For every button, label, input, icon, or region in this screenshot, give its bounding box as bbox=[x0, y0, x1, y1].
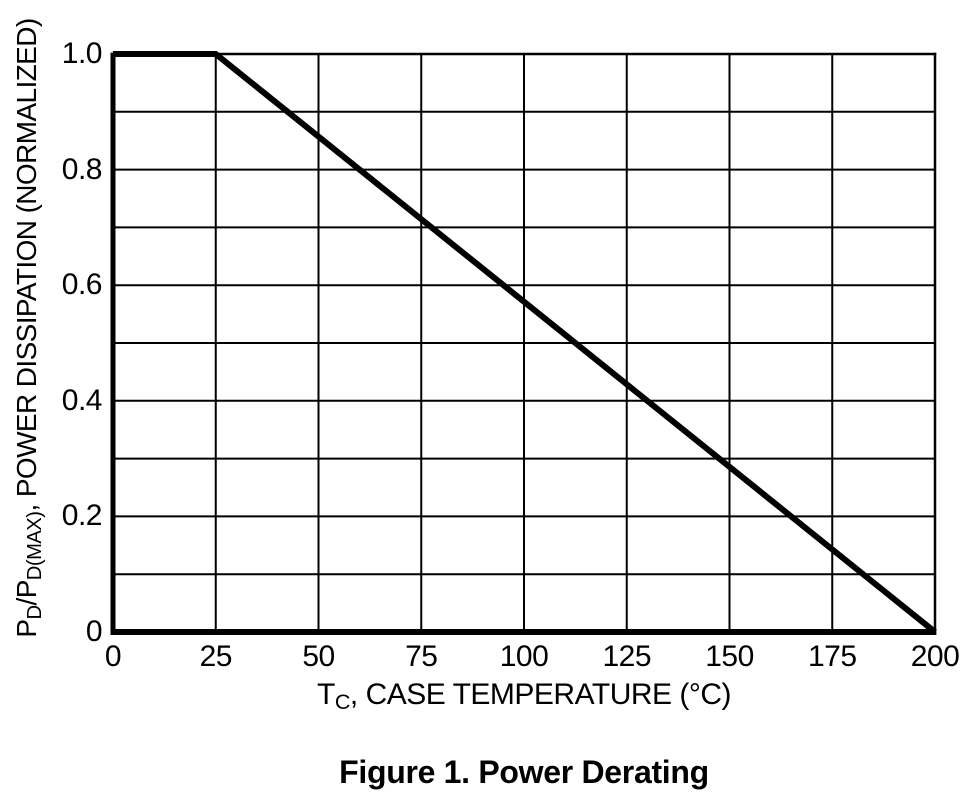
x-tick-label: 50 bbox=[302, 640, 335, 673]
y-tick-label: 1.0 bbox=[61, 37, 103, 70]
x-tick-label: 75 bbox=[405, 640, 438, 673]
y-axis-title-rest: , POWER DISSIPATION (NORMALIZED) bbox=[11, 18, 42, 512]
y-tick-label: 0.8 bbox=[61, 152, 103, 186]
x-tick-label: 175 bbox=[807, 640, 857, 673]
y-tick-label: 0 bbox=[85, 615, 103, 648]
figure-caption: Figure 1. Power Derating bbox=[339, 754, 709, 790]
x-tick-label: 100 bbox=[499, 640, 549, 673]
x-tick-label: 125 bbox=[602, 640, 652, 673]
x-axis-title-main: T bbox=[316, 678, 335, 711]
y-tick-label: 0.6 bbox=[61, 268, 103, 302]
y-axis-title-main2: /P bbox=[11, 580, 42, 606]
x-tick-label: 0 bbox=[104, 640, 122, 673]
x-tick-label: 150 bbox=[705, 640, 754, 673]
x-axis-title: TC, CASE TEMPERATURE (°C) bbox=[113, 678, 935, 715]
x-tick-label: 25 bbox=[199, 640, 233, 673]
y-tick-label: 0.2 bbox=[61, 499, 103, 533]
x-axis-title-rest: , CASE TEMPERATURE (°C) bbox=[349, 678, 732, 711]
x-axis-title-sub: C bbox=[334, 689, 351, 714]
x-tick-label: 200 bbox=[910, 640, 960, 673]
y-tick-label: 0.4 bbox=[61, 383, 103, 417]
power-derating-curve bbox=[113, 51, 937, 635]
